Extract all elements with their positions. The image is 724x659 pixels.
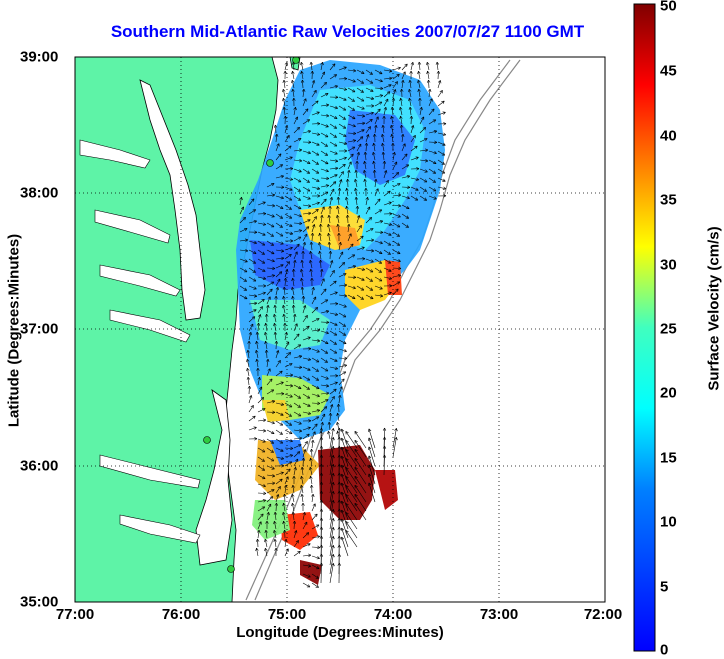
colorbar xyxy=(633,3,656,652)
chesapeake-bay xyxy=(139,79,206,321)
colorbar-tick: 30 xyxy=(660,256,677,274)
x-tick: 74:00 xyxy=(373,606,413,623)
x-tick: 77:00 xyxy=(55,606,95,623)
colorbar-tick: 50 xyxy=(660,0,677,15)
chart-title: Southern Mid-Atlantic Raw Velocities 200… xyxy=(110,22,585,41)
y-tick: 35:00 xyxy=(20,593,59,611)
colorbar-tick: 0 xyxy=(660,641,669,659)
bathymetry-contour xyxy=(254,59,521,601)
plot-frame xyxy=(74,56,606,603)
radar-stations xyxy=(203,57,300,573)
velocity-vectors xyxy=(239,61,447,588)
colorbar-tick: 45 xyxy=(660,62,677,80)
y-tick: 39:00 xyxy=(20,48,59,66)
colorbar-tick: 35 xyxy=(660,191,677,209)
x-tick: 73:00 xyxy=(479,606,519,623)
grid-lines xyxy=(75,57,605,602)
x-tick: 75:00 xyxy=(267,606,307,623)
x-tick: 76:00 xyxy=(161,606,201,623)
colorbar-tick: 40 xyxy=(660,127,677,145)
pamlico-sound xyxy=(195,389,233,566)
colorbar-tick: 25 xyxy=(660,320,677,338)
colorbar-tick: 10 xyxy=(660,513,677,531)
x-tick: 72:00 xyxy=(583,606,623,623)
y-tick: 37:00 xyxy=(20,320,59,338)
x-axis-label: Longitude (Degrees:Minutes) xyxy=(236,624,444,641)
colorbar-label: Surface Velocity (cm/s) xyxy=(705,226,723,391)
colorbar-tick: 20 xyxy=(660,384,677,402)
y-tick: 36:00 xyxy=(20,457,59,475)
colorbar-tick: 5 xyxy=(660,578,669,596)
y-axis-label: Latitude (Degrees:Minutes) xyxy=(5,233,23,428)
colorbar-tick: 15 xyxy=(660,449,677,467)
y-tick: 38:00 xyxy=(20,184,59,202)
